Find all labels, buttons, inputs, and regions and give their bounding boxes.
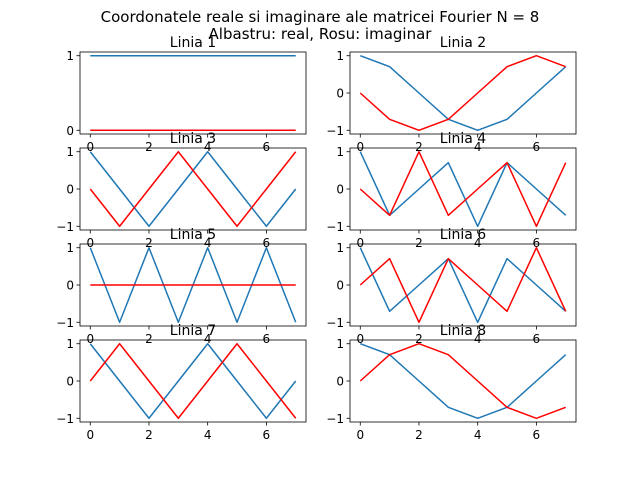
axes-frame: [79, 51, 307, 135]
subplot-title: Linia 5: [170, 227, 216, 243]
y-tick-label: 1: [66, 241, 74, 255]
y-tick-label: −1: [56, 220, 74, 234]
subplot-linia-2: −1 0 1 0 2 4 6 Linia 2: [326, 35, 577, 154]
x-tick-label: 6: [533, 236, 541, 250]
subplot-linia-1: 0 1 0 2 4 6 Linia 1: [66, 35, 307, 154]
subplot-title: Linia 2: [440, 35, 486, 51]
x-tick-label: 4: [474, 428, 482, 442]
x-tick-label: 6: [533, 332, 541, 346]
figure-subtitle: Albastru: real, Rosu: imaginar: [209, 25, 433, 43]
real-series-line: [360, 55, 567, 132]
y-tick-label: 0: [336, 279, 344, 293]
y-tick-label: −1: [326, 124, 344, 138]
y-tick-label: 0: [336, 87, 344, 101]
y-tick-label: 0: [336, 375, 344, 389]
x-tick-label: 4: [204, 428, 212, 442]
x-tick-label: 6: [263, 332, 271, 346]
x-tick-label: 2: [145, 428, 153, 442]
y-tick-label: −1: [326, 412, 344, 426]
y-tick-label: −1: [56, 316, 74, 330]
x-tick-label: 6: [263, 428, 271, 442]
x-tick-label: 4: [204, 236, 212, 250]
subplot-title: Linia 8: [440, 323, 486, 339]
figure-title: Coordonatele reale si imaginare ale matr…: [101, 8, 540, 26]
subplot-title: Linia 7: [170, 323, 216, 339]
imag-series-line: [359, 150, 567, 228]
x-tick-label: 6: [533, 428, 541, 442]
x-tick-label: 0: [86, 140, 94, 154]
subplot-title: Linia 4: [440, 131, 486, 147]
real-series-line: [89, 342, 297, 420]
real-series-line: [360, 343, 567, 420]
y-tick-label: −1: [326, 316, 344, 330]
imag-series-line: [89, 150, 297, 228]
x-tick-label: 4: [474, 236, 482, 250]
imag-series-line: [359, 54, 566, 132]
x-tick-label: 0: [356, 428, 364, 442]
x-tick-label: 2: [415, 140, 423, 154]
subplot-title: Linia 6: [440, 227, 486, 243]
y-tick-label: 0: [66, 124, 74, 138]
imag-series-line: [89, 342, 297, 420]
x-tick-label: 0: [86, 428, 94, 442]
x-tick-label: 4: [204, 140, 212, 154]
x-tick-label: 6: [533, 140, 541, 154]
y-tick-label: 1: [66, 49, 74, 63]
subplot-title: Linia 1: [170, 35, 216, 51]
x-tick-label: 2: [415, 332, 423, 346]
y-tick-label: 1: [336, 145, 344, 159]
y-tick-label: 1: [336, 337, 344, 351]
y-tick-label: 1: [336, 241, 344, 255]
x-tick-label: 2: [145, 332, 153, 346]
x-tick-label: 0: [356, 236, 364, 250]
y-tick-label: 0: [336, 183, 344, 197]
real-series-line: [359, 247, 567, 324]
x-tick-label: 0: [356, 140, 364, 154]
imag-series-line: [359, 342, 566, 420]
x-tick-label: 0: [356, 332, 364, 346]
x-tick-label: 2: [415, 236, 423, 250]
x-tick-label: 2: [415, 428, 423, 442]
subplot-title: Linia 3: [170, 131, 216, 147]
y-tick-label: −1: [56, 412, 74, 426]
y-tick-label: 1: [66, 337, 74, 351]
y-tick-label: −1: [326, 220, 344, 234]
y-tick-label: 1: [336, 49, 344, 63]
x-tick-label: 4: [474, 332, 482, 346]
y-tick-label: 1: [66, 145, 74, 159]
x-tick-label: 2: [145, 236, 153, 250]
x-tick-label: 0: [86, 236, 94, 250]
x-tick-label: 6: [263, 236, 271, 250]
x-tick-label: 4: [204, 332, 212, 346]
x-tick-label: 4: [474, 140, 482, 154]
x-tick-label: 0: [86, 332, 94, 346]
x-tick-label: 2: [145, 140, 153, 154]
y-tick-label: 0: [66, 279, 74, 293]
y-tick-label: 0: [66, 183, 74, 197]
y-tick-label: 0: [66, 375, 74, 389]
x-tick-label: 6: [263, 140, 271, 154]
real-series-line: [359, 151, 567, 228]
imag-series-line: [359, 246, 567, 324]
